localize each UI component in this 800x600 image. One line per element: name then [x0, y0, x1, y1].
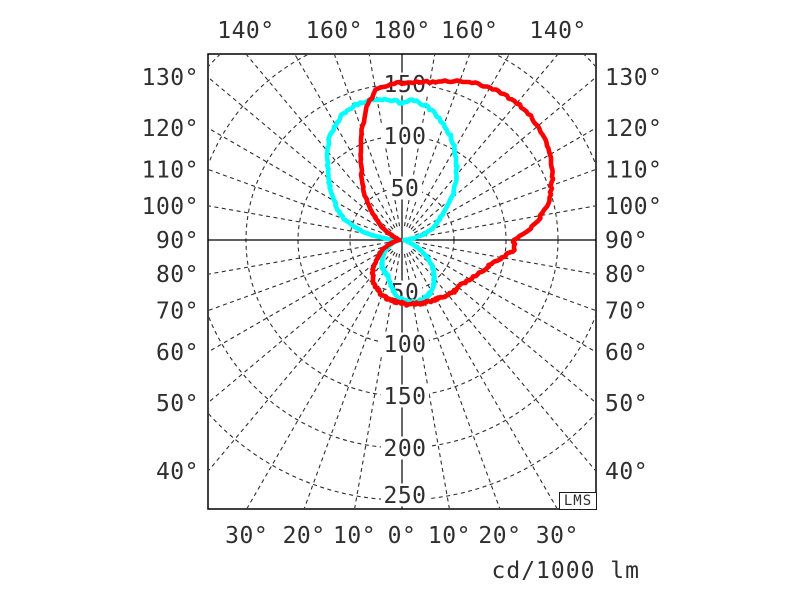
grid-radial-line: [303, 252, 398, 508]
curves-layer: [324, 78, 556, 308]
grid-radial-line: [406, 252, 501, 508]
ring-label-bg: [381, 483, 429, 507]
ring-label-bg: [388, 176, 422, 200]
angle-label-left: 70°: [156, 299, 199, 325]
grid-radial-line: [209, 127, 391, 234]
grid-radial-line: [209, 246, 391, 353]
angle-label-left: 120°: [142, 116, 199, 142]
grid-radial-line: [414, 169, 595, 236]
angle-label-top: 160°: [441, 18, 498, 44]
ring-value-label: 100: [383, 332, 426, 358]
grid-radial-line: [415, 205, 595, 239]
angle-label-right: 40°: [605, 459, 648, 485]
unit-label: cd/1000 lm: [491, 558, 640, 584]
grid-radial-line: [209, 169, 390, 236]
angle-label-left: 110°: [142, 157, 199, 183]
angle-label-bottom: 10°: [333, 523, 376, 549]
angle-label-right: 60°: [605, 340, 648, 366]
ring-label-bg: [381, 332, 429, 356]
grid-radial-line: [209, 241, 389, 275]
grid-radial-line: [413, 246, 595, 353]
angle-label-bottom: 30°: [536, 523, 579, 549]
angle-label-right: 120°: [605, 116, 662, 142]
grid-radial-line: [334, 55, 398, 228]
ring-value-label: 200: [383, 436, 426, 462]
angle-label-right: 130°: [605, 65, 662, 91]
angle-label-bottom: 30°: [225, 523, 268, 549]
angle-label-bottom: 10°: [428, 523, 471, 549]
angle-label-left: 100°: [142, 194, 199, 220]
grid-radial-line: [406, 55, 470, 228]
ring-label-bg: [381, 124, 429, 148]
angle-label-right: 110°: [605, 157, 662, 183]
angle-label-left: 80°: [156, 262, 199, 288]
grid-radial-line: [294, 55, 396, 229]
angle-label-right: 70°: [605, 299, 648, 325]
angle-label-right: 80°: [605, 262, 648, 288]
angle-label-left: 40°: [156, 459, 199, 485]
grid-radial-line: [408, 251, 558, 508]
angle-label-right: 100°: [605, 194, 662, 220]
angle-label-top: 140°: [529, 18, 586, 44]
angle-label-left: 130°: [142, 65, 199, 91]
angle-label-left: 90°: [156, 228, 199, 254]
angle-label-right: 90°: [605, 228, 648, 254]
grid-radial-line: [413, 127, 595, 234]
grid-radial-line: [412, 248, 595, 403]
plot-border: [207, 53, 597, 510]
grid-radial-line: [414, 244, 595, 311]
grid-radial-line: [246, 251, 396, 508]
angle-label-bottom: 20°: [478, 523, 521, 549]
grid-radial-line: [410, 55, 558, 230]
ring-label-bg: [381, 436, 429, 460]
ring-value-label: 50: [391, 176, 420, 202]
grid-radial-line: [209, 244, 390, 311]
angle-label-top: 180°: [373, 18, 430, 44]
lms-watermark: LMS: [559, 492, 597, 510]
angle-label-left: 60°: [156, 340, 199, 366]
angle-label-right: 50°: [605, 391, 648, 417]
ring-value-label: 250: [383, 483, 426, 509]
angle-label-bottom: 0°: [388, 523, 417, 549]
grid-radial-line: [246, 55, 394, 230]
grid-radial-line: [209, 248, 392, 403]
angle-label-left: 50°: [156, 391, 199, 417]
angle-label-top: 160°: [306, 18, 363, 44]
grid-radial-line: [209, 205, 389, 239]
ring-label-bg: [381, 384, 429, 408]
ring-value-label: 150: [383, 384, 426, 410]
angle-label-top: 140°: [217, 18, 274, 44]
grid-radial-line: [412, 77, 595, 232]
curve-cyan: [324, 96, 460, 305]
angle-label-bottom: 20°: [283, 523, 326, 549]
ring-value-label: 100: [383, 124, 426, 150]
grid-radial-line: [410, 250, 595, 471]
curve-red: [358, 78, 556, 308]
grid-radial-line: [209, 250, 394, 471]
grid-radial-line: [209, 77, 392, 232]
